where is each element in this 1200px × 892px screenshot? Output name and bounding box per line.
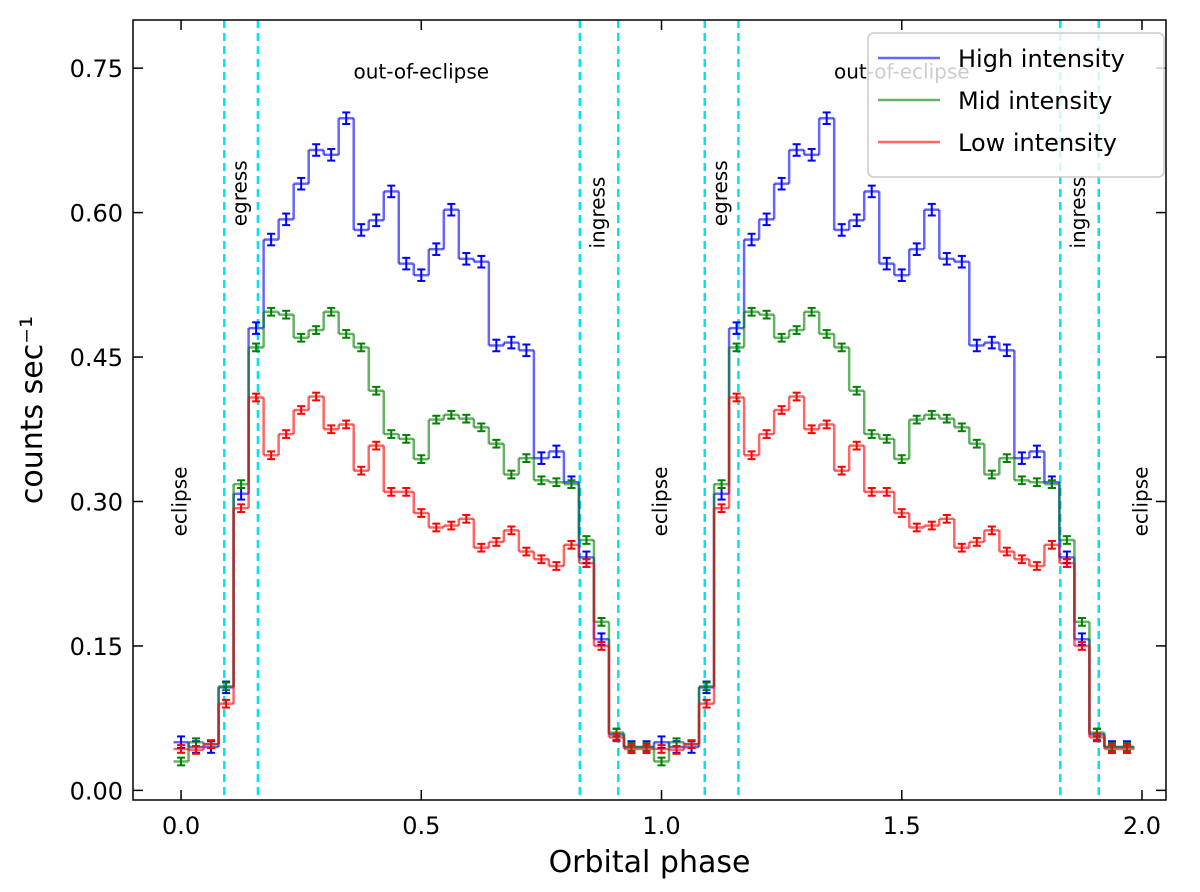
legend-box: [867, 32, 1165, 178]
x-tick-label: 0.5: [402, 812, 440, 840]
legend: High intensity Mid intensity Low intensity: [867, 32, 1165, 178]
y-tick-label: 0.75: [70, 55, 123, 83]
annotation: egress: [708, 160, 732, 226]
axes-frame: [132, 19, 1167, 801]
x-tick-label: 2.0: [1123, 812, 1161, 840]
plot-area: eclipse egress out-of-eclipse ingress eclips…: [168, 20, 1152, 800]
series: [173, 111, 1135, 754]
annotation: ingress: [1066, 177, 1090, 249]
x-axis-label: Orbital phase: [549, 845, 751, 880]
y-tick-label: 0.00: [70, 777, 123, 805]
ticks: 0.0 0.5 1.0 1.5 2.0 0.00 0.15 0.30 0.45 0.60 0.75: [70, 20, 1166, 840]
x-tick-label: 1.0: [642, 812, 680, 840]
annotation: egress: [228, 160, 252, 226]
series: [173, 391, 1135, 755]
legend-label: High intensity: [958, 45, 1125, 73]
y-tick-label: 0.60: [70, 200, 123, 228]
y-axis-label: counts sec⁻¹: [15, 316, 50, 504]
legend-label: Mid intensity: [958, 87, 1112, 115]
x-tick-label: 1.5: [883, 812, 921, 840]
annotation: eclipse: [168, 467, 192, 537]
annotation: out-of-eclipse: [353, 59, 489, 83]
legend-label: Low intensity: [958, 129, 1117, 157]
y-tick-label: 0.30: [70, 488, 123, 516]
annotation: eclipse: [648, 467, 672, 537]
annotation: ingress: [586, 177, 610, 249]
annotation: eclipse: [1128, 467, 1152, 537]
y-tick-label: 0.15: [70, 633, 123, 661]
x-tick-label: 0.0: [162, 812, 200, 840]
y-tick-label: 0.45: [70, 344, 123, 372]
